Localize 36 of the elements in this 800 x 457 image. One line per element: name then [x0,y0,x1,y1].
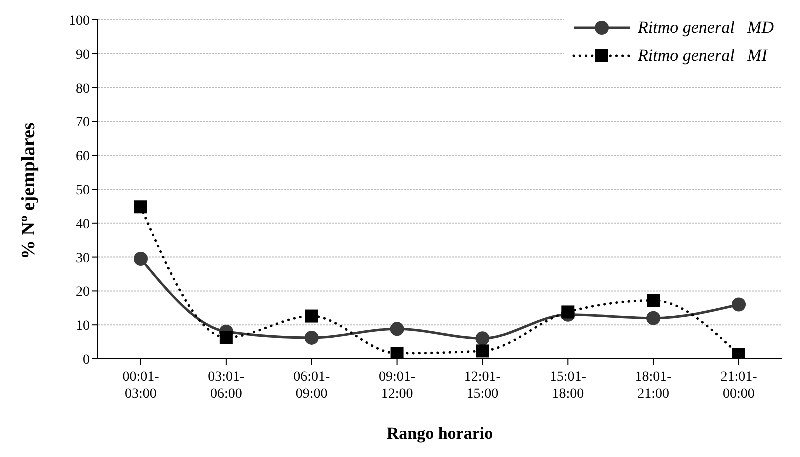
y-tick-label: 30 [76,251,90,266]
y-tick-label: 0 [83,352,90,368]
point [220,331,233,344]
point [390,322,404,336]
point [304,330,319,345]
x-tick-label: 15:01-18:00 [550,370,587,402]
point [476,332,490,346]
point [134,252,148,266]
point [476,344,490,358]
x-tick-label: 09:01-12:00 [379,370,416,402]
y-tick-label: 70 [76,116,90,131]
y-tick-label: 40 [76,217,90,232]
y-tick-label: 20 [76,285,90,300]
x-tick-label: 03:01-06:00 [208,370,246,402]
x-tick-label: 06:01-09:00 [294,370,330,402]
point [562,306,575,319]
x-tick-label: 18:01-21:00 [635,370,672,402]
x-tick-label: 12:01-15:00 [464,370,502,402]
y-tick-label: 60 [76,150,90,165]
y-tick-label: 80 [76,82,90,97]
x-tick-label: 00:01-03:00 [122,370,160,402]
y-axis-title: % Nº ejemplares [18,122,40,260]
point [732,298,746,312]
point [647,294,660,308]
x-tick-label: 21:01-00:00 [720,370,758,402]
y-tick-label: 100 [69,14,90,29]
point [646,311,661,326]
point [305,310,318,323]
legend-label: Ritmo general MD [638,18,774,38]
point [390,347,404,359]
y-tick-label: 10 [76,319,90,334]
legend-label: Ritmo general MI [638,46,768,66]
y-tick-label: 50 [76,183,90,198]
point [134,200,148,214]
x-axis-title: Rango horario [386,424,494,443]
y-tick-label: 90 [76,48,90,63]
